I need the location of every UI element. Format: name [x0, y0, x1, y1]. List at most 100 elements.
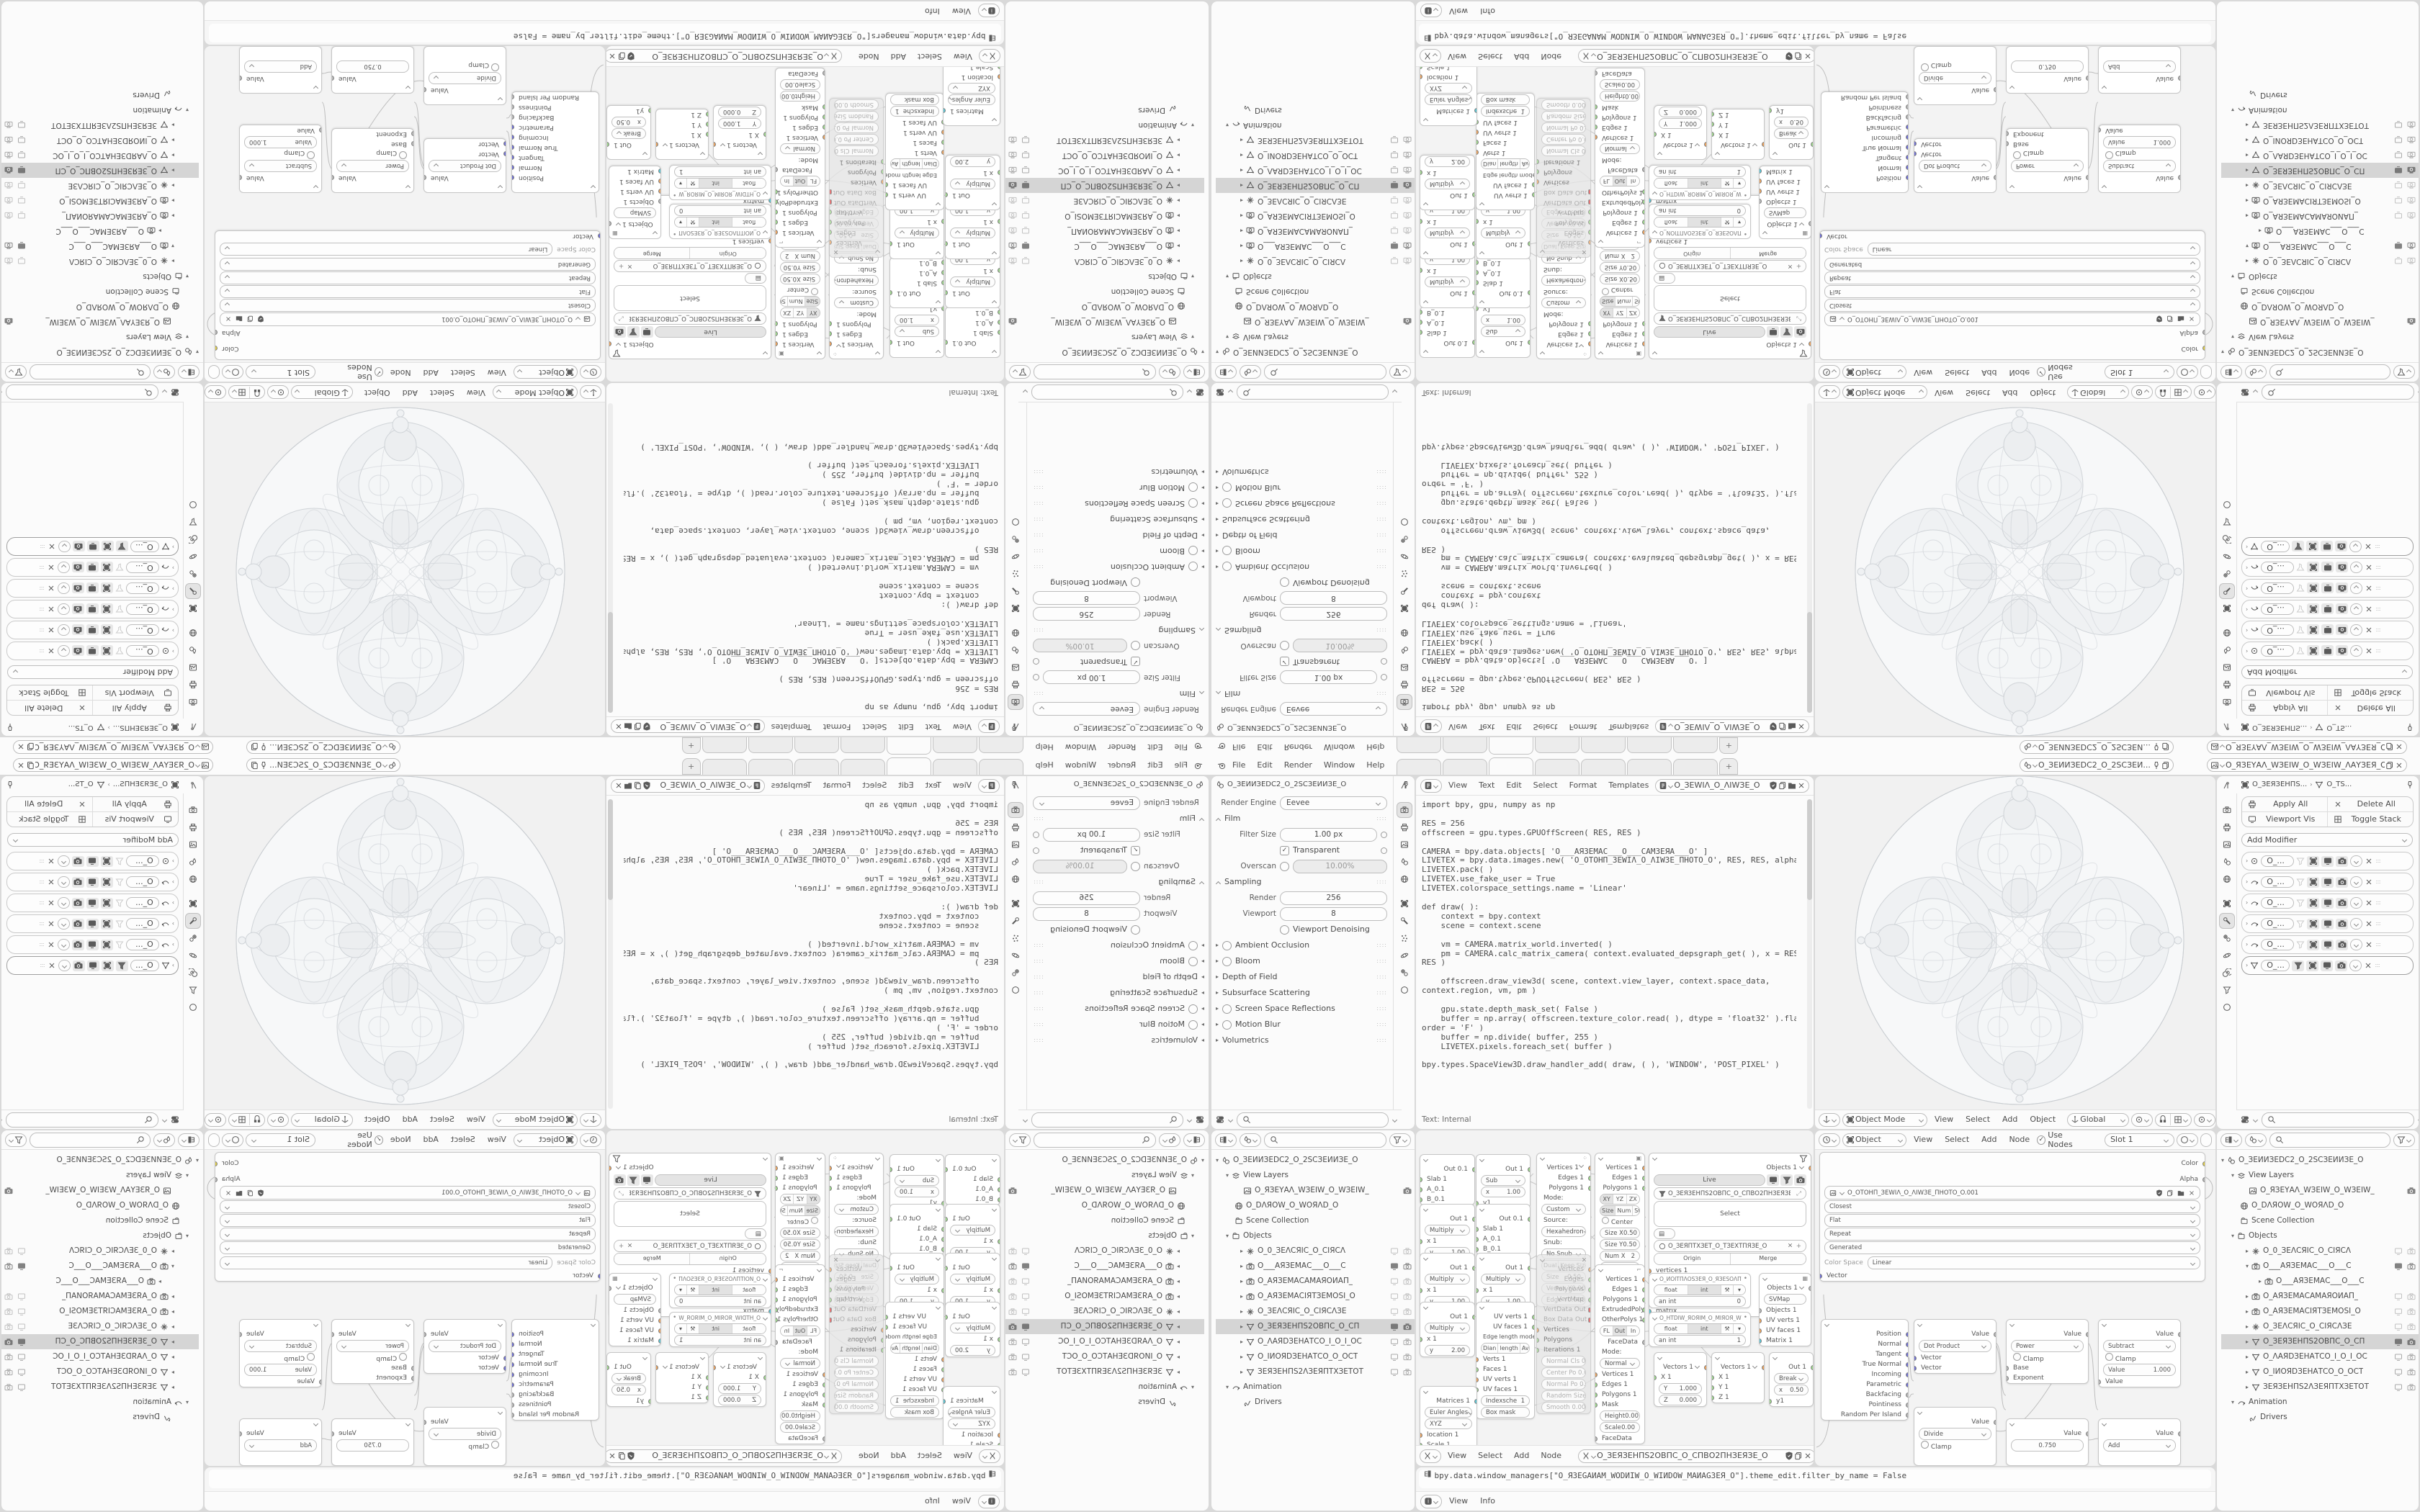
- modifier-name-field[interactable]: O_...: [125, 645, 159, 657]
- tab-render[interactable]: [186, 694, 202, 710]
- render-engine-select[interactable]: Eevee: [1033, 702, 1140, 716]
- pin-icon[interactable]: [2152, 761, 2161, 770]
- edit-mode-toggle-icon[interactable]: [2296, 919, 2305, 928]
- editmode-display-toggle[interactable]: [100, 939, 113, 950]
- interaction-mode-select[interactable]: Object Mode: [493, 1112, 578, 1127]
- outliner-row-object[interactable]: ▸ O_0_ЗЕΛСЯIС_O_СIЯСΛ: [1, 253, 199, 269]
- outliner-filter-button[interactable]: [2393, 365, 2415, 379]
- outliner-row-object[interactable]: ▸ O_АЯЗЕМАСIЯТЗЕМОЅI_O: [1216, 208, 1415, 223]
- tab-world[interactable]: [1397, 871, 1412, 887]
- text-scrollbar[interactable]: [1807, 403, 1812, 713]
- delete-modifier-icon[interactable]: [47, 878, 55, 886]
- viewport-denoising-checkbox[interactable]: [1131, 577, 1140, 588]
- render-toggle-icon[interactable]: [1403, 318, 1412, 326]
- menu-render[interactable]: Render: [1283, 760, 1312, 770]
- drag-handle[interactable]: ::::: [40, 647, 45, 654]
- menu-render[interactable]: Render: [1283, 742, 1312, 752]
- view-layer-browse-chevron[interactable]: [195, 744, 200, 750]
- outliner-row-object[interactable]: ▸ O_ΛАЯDЗЕНАТСО_I_O_I_ОС: [1216, 1334, 1415, 1349]
- shader-menu-select[interactable]: Select: [450, 367, 475, 377]
- menu-file[interactable]: File: [1174, 742, 1188, 752]
- outliner-row-object[interactable]: ▸ ЗЕЯЗЕНПЅ2ΛЗЕЯПТХЗЕТОТ: [1216, 1364, 1415, 1380]
- outliner-row-animation[interactable]: ▾ Animation: [133, 105, 189, 114]
- scene-browse-chevron[interactable]: [382, 762, 387, 768]
- tab-modifiers[interactable]: [1008, 583, 1023, 599]
- workspace-tab[interactable]: [1397, 737, 1442, 753]
- workspace-tab[interactable]: [1673, 737, 1718, 753]
- open-folder-icon[interactable]: [624, 781, 632, 790]
- proportional-edit-button[interactable]: [205, 385, 226, 400]
- modifier-row[interactable]: › O_... ::::: [6, 600, 179, 618]
- delete-modifier-icon[interactable]: [2365, 584, 2373, 593]
- view-layer-selector[interactable]: O_ЯЗЕYАΛ_WЗЕIW_O_WЗЕIW_ΛАYЗЕЯ_O: [13, 758, 213, 772]
- sv-node-multiply[interactable]: Out 1 Multiply x 1 y 2.00: [945, 155, 1000, 210]
- sv-node-multiply[interactable]: Out 1 Multiply x 1 y1.00: [945, 1204, 1000, 1259]
- edit-mode-toggle-icon[interactable]: [115, 584, 124, 593]
- outliner-row-object[interactable]: ▸ O___АЯЗЕМАС___O___С: [1216, 238, 1415, 253]
- render-samples-field[interactable]: 256: [1033, 607, 1140, 621]
- sv-menu-select[interactable]: Select: [917, 1451, 942, 1461]
- snap-button[interactable]: [228, 1112, 265, 1127]
- scene-selector[interactable]: O_ЗЕИИЗЕDС2_O_2ЅСЗЕИ...: [246, 740, 400, 754]
- source-select[interactable]: Generated: [1824, 1241, 2200, 1254]
- fake-user-shield-icon[interactable]: [627, 1452, 635, 1460]
- outliner-row-scene[interactable]: ▾ O_ЗЕИИЗЕDС2_O_2ЅСЗЕИИЗЕ_O: [2221, 347, 2364, 356]
- sv-node-edge-length[interactable]: UV verts 1 UV faces 1 Edge length mode D…: [1476, 93, 1535, 210]
- workspace-tab-active[interactable]: [1489, 737, 1534, 755]
- film-section[interactable]: Film: [1224, 814, 1241, 824]
- outliner-row-view-layer[interactable]: O_ЯЗЕYАΛ_WЗЕIW_O_WЗЕIW_: [1005, 314, 1204, 329]
- outliner-row-object[interactable]: ▸ ЗЕЯЗЕНПЅ2ΛЗЕЯПТХЗЕТОТ: [2221, 117, 2419, 132]
- viewport-menu-select[interactable]: Select: [1966, 387, 1991, 397]
- workspace-tab[interactable]: [748, 737, 793, 753]
- copy-icon[interactable]: [2166, 1189, 2174, 1197]
- outliner-row-object-selected[interactable]: ▸ O_ЗЕЯЗЕНПЅ2ОВПС_O_СП: [2221, 163, 2419, 178]
- text-menu-view[interactable]: View: [1448, 780, 1468, 791]
- delete-modifier-icon[interactable]: [47, 584, 55, 593]
- info-menu-view[interactable]: View: [1449, 1496, 1469, 1506]
- toggle-stack-button[interactable]: Toggle Stack: [7, 685, 93, 700]
- render-display-toggle[interactable]: [2336, 876, 2349, 888]
- viewer-select-button[interactable]: Select: [614, 285, 766, 311]
- sv-node-muted[interactable]: Vertices Edges Polygons VertMap VertData…: [1536, 98, 1591, 258]
- add-workspace-button[interactable]: +: [681, 737, 701, 754]
- viewport-display-toggle[interactable]: [2321, 897, 2334, 909]
- viewport-display-toggle[interactable]: [2321, 918, 2334, 930]
- view-layer-selector[interactable]: O_ЯЗЕYАΛ_WЗЕIW_O_WЗЕIW_ΛАYЗЕЯ_O: [13, 740, 213, 754]
- outliner-row-scene-collection[interactable]: Scene Collection: [2221, 284, 2419, 299]
- outliner-row-drivers[interactable]: Drivers: [1005, 1395, 1204, 1410]
- shader-node-geometry[interactable]: Position Normal Tangent True Normal Inco…: [1821, 91, 1909, 193]
- outliner-editor-type-button[interactable]: [1183, 1133, 1205, 1147]
- outliner-row-world[interactable]: O_DΛЯOW_O_WОЯΛD_O: [2221, 1198, 2419, 1213]
- modifier-name-field[interactable]: O_...: [2261, 645, 2295, 657]
- tab-material[interactable]: [186, 497, 202, 513]
- edit-mode-toggle-icon[interactable]: [115, 940, 124, 949]
- animate-dot[interactable]: [1381, 847, 1387, 854]
- ao-checkbox[interactable]: [1222, 562, 1232, 572]
- sv-node-number[interactable]: Out 0.1 Slab 1 A_0.1 B_0.1: [1476, 1204, 1531, 1255]
- outliner-row-object[interactable]: ▸ O_АЯЗЕМАСIЯТЗЕМОЅI_O: [1, 1304, 199, 1319]
- display-filter-icon[interactable]: [1216, 1115, 1224, 1124]
- sverchok-editor-type-button[interactable]: [979, 1449, 1000, 1463]
- outliner-row-object[interactable]: ▸ O_АЯЗЕМАСIЯТЗЕМОЅI_O: [1005, 208, 1204, 223]
- text-menu-text[interactable]: Text: [1479, 721, 1495, 732]
- tab-object[interactable]: [186, 600, 202, 616]
- editmode-display-toggle[interactable]: [100, 603, 113, 615]
- outliner-row-object[interactable]: ▸ ЗЕЯЗЕНПЅ2ΛЗЕЯПТХЗЕТОТ: [1, 1380, 199, 1395]
- render-engine-select[interactable]: Eevee: [1280, 796, 1387, 810]
- outliner-row-object-selected[interactable]: ▸ O_ЗЕЯЗЕНПЅ2ОВПС_O_СП: [1, 163, 199, 178]
- drag-handle[interactable]: ::::: [40, 858, 45, 865]
- outliner-row-object[interactable]: ▸ O_ΛАЯDЗЕНАТСО_I_O_I_ОС: [2221, 1349, 2419, 1364]
- modifier-extras-chevron[interactable]: [57, 582, 70, 594]
- sv-node-vector-in[interactable]: Vectors 1 X 1 Y 1 Z 1: [655, 1352, 709, 1403]
- bloom-checkbox[interactable]: [1222, 546, 1232, 556]
- outliner-row-object[interactable]: ▸ O___АЯЗЕМАС___O___С: [55, 1277, 161, 1286]
- shader-node-geometry[interactable]: Position Normal Tangent True Normal Inco…: [511, 1319, 599, 1421]
- outliner-row-object[interactable]: ▸ O_IИОЯDЗЕНАТСО_O_ОСТ: [1, 132, 199, 148]
- shader-menu-node[interactable]: Node: [390, 367, 411, 377]
- menu-render[interactable]: Render: [1108, 760, 1137, 770]
- editmode-display-toggle[interactable]: [2307, 603, 2320, 615]
- tab-view-layer[interactable]: [1008, 837, 1023, 852]
- viewport-display-toggle[interactable]: [86, 603, 99, 615]
- outliner-editor-type-button[interactable]: [178, 1133, 200, 1147]
- shader-node-math-divide[interactable]: Value Divide Clamp: [1914, 1407, 1996, 1466]
